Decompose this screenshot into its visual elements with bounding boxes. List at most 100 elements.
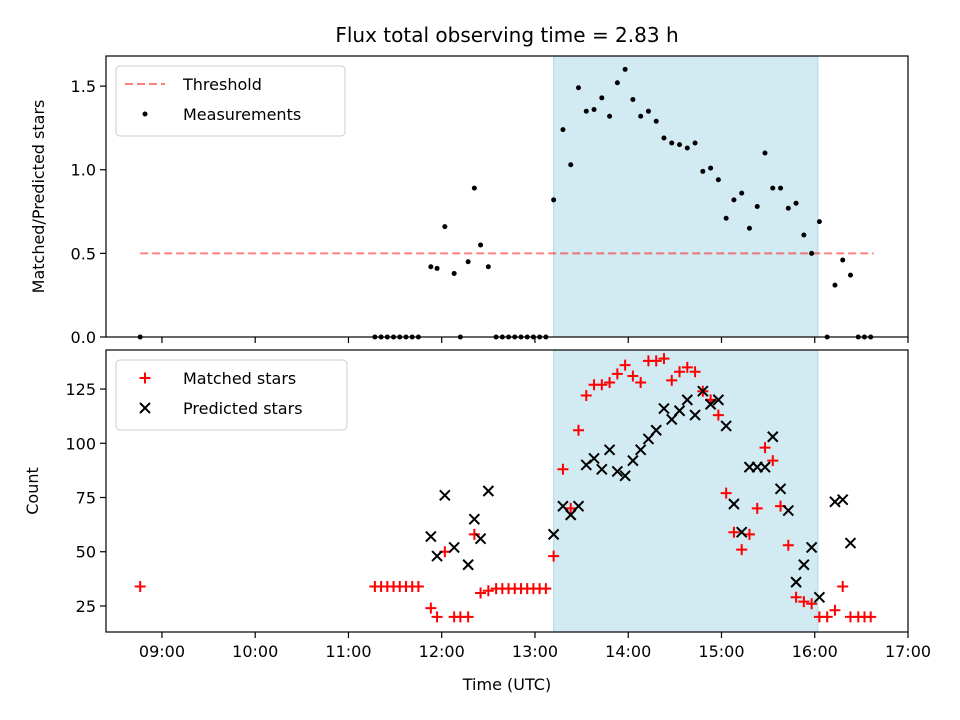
- data-point: [596, 379, 608, 391]
- bottom-panel: 25 50 75 100 125 09:00 10:00 11:00 12:00 13:00 14:…: [23, 349, 931, 694]
- y-tick-label: 100: [65, 434, 96, 453]
- data-point: [840, 257, 846, 263]
- observing-window: [553, 55, 819, 338]
- data-point: [580, 390, 592, 402]
- data-point: [560, 127, 566, 133]
- data-point: [704, 398, 717, 410]
- data-point: [627, 454, 639, 467]
- axes-frame: [105, 55, 909, 338]
- y-tick-label: 25: [76, 597, 96, 616]
- data-point: [697, 385, 709, 397]
- data-point: [759, 461, 771, 473]
- x-tick-label: 15:00: [698, 642, 744, 661]
- data-point: [634, 444, 647, 456]
- data-point: [568, 162, 574, 168]
- data-point: [485, 264, 491, 270]
- data-point: [548, 550, 560, 562]
- data-point: [588, 452, 600, 465]
- data-point: [805, 541, 818, 554]
- data-point: [821, 611, 833, 623]
- data-point: [658, 402, 670, 415]
- data-point: [603, 444, 616, 456]
- data-point: [673, 405, 686, 417]
- data-point: [677, 142, 683, 148]
- data-point: [715, 177, 721, 183]
- data-point: [661, 135, 667, 141]
- data-point: [468, 528, 480, 540]
- data-point: [607, 113, 613, 119]
- data-point: [681, 361, 693, 373]
- data-point: [785, 205, 791, 211]
- data-point: [790, 591, 802, 603]
- data-point: [731, 197, 737, 203]
- series-predicted-stars: [425, 385, 857, 603]
- top-panel: 0.0 0.5 1.0 1.5 Matched/Predicted stars Thres…: [29, 55, 909, 347]
- data-point: [635, 377, 647, 389]
- data-point: [614, 80, 620, 86]
- data-point: [465, 259, 471, 265]
- data-point: [689, 366, 701, 378]
- y-tick-label: 0.0: [71, 328, 96, 347]
- data-point: [565, 502, 577, 514]
- axes-frame: [105, 349, 909, 633]
- x-tick-label: 10:00: [232, 642, 278, 661]
- data-point: [622, 66, 628, 72]
- y-tick-label: 1.5: [71, 77, 96, 96]
- data-point: [134, 580, 146, 592]
- data-point: [451, 270, 457, 276]
- data-point: [630, 96, 636, 102]
- data-point: [540, 583, 552, 595]
- legend-swatch: [142, 111, 148, 117]
- data-point: [572, 500, 585, 512]
- series-matched-stars: [134, 353, 877, 623]
- data-point: [474, 533, 487, 545]
- data-point: [837, 580, 849, 592]
- legend-label: Matched stars: [183, 369, 296, 388]
- data-point: [782, 504, 795, 517]
- data-point: [557, 463, 569, 475]
- legend: Threshold Measurements: [115, 65, 346, 137]
- data-point: [684, 145, 690, 151]
- data-point: [650, 424, 662, 436]
- data-point: [847, 272, 853, 278]
- data-point: [439, 489, 451, 502]
- data-point: [604, 377, 616, 389]
- data-point: [471, 185, 477, 191]
- legend-label: Threshold: [182, 75, 262, 94]
- data-point: [425, 530, 437, 543]
- legend-label: Predicted stars: [183, 399, 303, 418]
- data-point: [674, 366, 686, 378]
- data-point: [434, 265, 440, 271]
- data-point: [468, 513, 481, 525]
- x-tick-label: 11:00: [325, 642, 371, 661]
- data-point: [611, 465, 624, 478]
- data-point: [774, 483, 787, 495]
- data-point: [658, 353, 670, 365]
- legend-box: [115, 65, 346, 137]
- data-point: [832, 282, 838, 288]
- data-point: [813, 591, 826, 603]
- y-tick-label: 125: [65, 380, 96, 399]
- data-point: [865, 611, 877, 623]
- data-point: [801, 232, 807, 238]
- data-point: [739, 190, 745, 196]
- data-point: [837, 493, 849, 506]
- data-point: [728, 498, 740, 510]
- x-tick-label: 09:00: [139, 642, 185, 661]
- data-point: [728, 526, 740, 538]
- data-point: [412, 580, 424, 592]
- x-tick-label: 12:00: [419, 642, 465, 661]
- data-point: [751, 502, 763, 514]
- data-point: [599, 95, 605, 101]
- data-point: [650, 355, 662, 367]
- legend-label: Measurements: [183, 105, 301, 124]
- data-point: [816, 219, 822, 225]
- data-point: [798, 596, 810, 608]
- y-tick-label: 75: [76, 489, 96, 508]
- data-point: [844, 537, 857, 549]
- data-point: [645, 108, 651, 114]
- data-point: [767, 455, 779, 467]
- data-point: [692, 140, 698, 146]
- data-point: [619, 359, 631, 371]
- data-point: [746, 225, 752, 231]
